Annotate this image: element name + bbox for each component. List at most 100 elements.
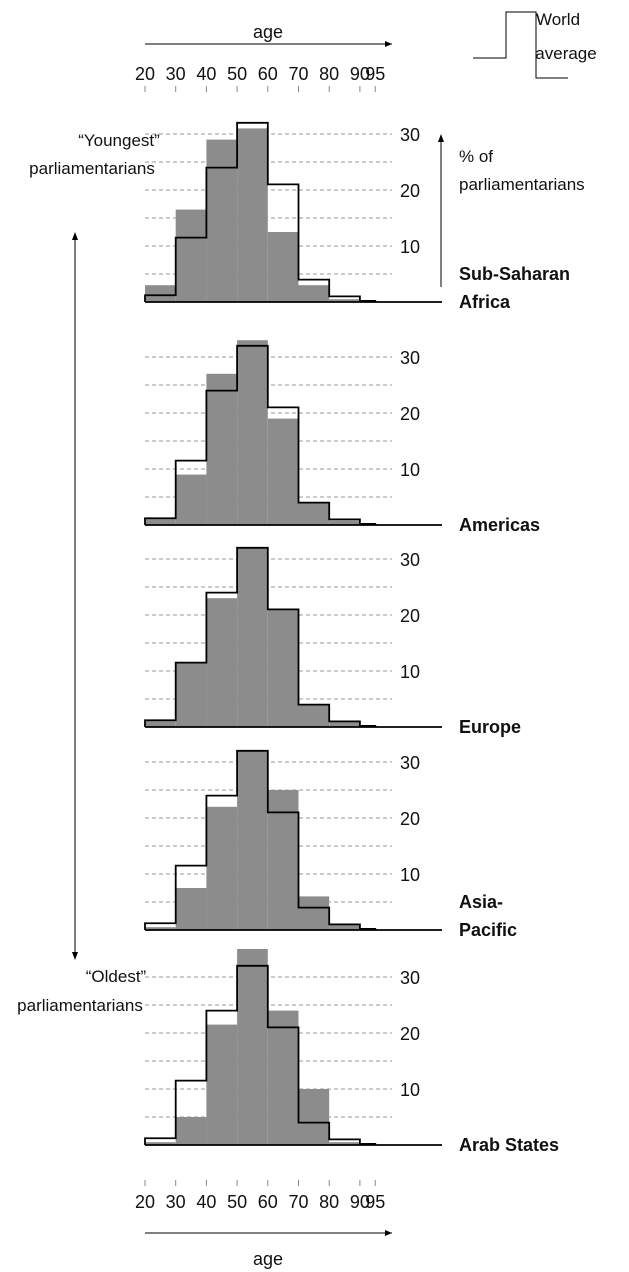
y-tick-label-30: 30 (400, 550, 420, 570)
bar-70-80 (298, 502, 330, 525)
bar-70-80 (298, 1089, 330, 1145)
legend: World average (473, 10, 597, 79)
panel-sub-saharan-africa: 10 20 30 Sub-Saharan Africa (144, 121, 570, 312)
bar-60-70 (267, 1010, 299, 1145)
bar-60-70 (267, 232, 299, 302)
percent-axis-note: % of parliamentarians (438, 134, 585, 287)
region-label: Arab States (459, 1135, 559, 1155)
arrow-head-down (72, 952, 78, 960)
bar-50-60 (237, 128, 268, 302)
top-tick-label-40: 40 (196, 64, 216, 84)
y-tick-label-30: 30 (400, 348, 420, 368)
bar-30-40 (175, 474, 207, 525)
panel-americas: 10 20 30 Americas (144, 340, 540, 535)
y-tick-label-10: 10 (400, 865, 420, 885)
top-tick-label-80: 80 (319, 64, 339, 84)
y-tick-label-10: 10 (400, 460, 420, 480)
bottom-tick-label-50: 50 (227, 1192, 247, 1212)
top-tick-label-30: 30 (166, 64, 186, 84)
top-tick-label-20: 20 (135, 64, 155, 84)
y-tick-label-20: 20 (400, 1024, 420, 1044)
bar-60-70 (267, 790, 299, 930)
top-age-label: age (253, 22, 283, 42)
y-tick-label-10: 10 (400, 662, 420, 682)
bar-30-40 (175, 662, 207, 727)
bar-50-60 (237, 547, 268, 727)
y-tick-label-20: 20 (400, 404, 420, 424)
bar-50-60 (237, 949, 268, 1145)
bar-40-50 (206, 373, 238, 525)
bottom-tick-label-40: 40 (196, 1192, 216, 1212)
bar-60-70 (267, 418, 299, 525)
bottom-tick-label-20: 20 (135, 1192, 155, 1212)
bar-30-40 (175, 209, 207, 302)
bar-80-90 (329, 520, 360, 525)
bottom-tick-label-90: 90 (350, 1192, 370, 1212)
y-tick-label-10: 10 (400, 237, 420, 257)
arrow-head-up (72, 232, 78, 240)
top-tick-label-60: 60 (258, 64, 278, 84)
youngest-oldest-arrow (72, 232, 78, 960)
panel-asia-pacific: 10 20 30 Asia-Pacific (144, 749, 517, 940)
bar-50-60 (237, 340, 268, 525)
bar-20-30 (145, 927, 176, 930)
bottom-tick-label-30: 30 (166, 1192, 186, 1212)
bar-20-30 (145, 1142, 176, 1145)
y-tick-label-30: 30 (400, 125, 420, 145)
bar-30-40 (175, 1117, 207, 1145)
world-average-outline (144, 344, 377, 525)
bar-20-30 (145, 518, 176, 525)
bar-20-30 (145, 720, 176, 727)
region-label: Europe (459, 717, 521, 737)
bar-40-50 (206, 1024, 238, 1145)
bottom-tick-label-80: 80 (319, 1192, 339, 1212)
bar-70-80 (298, 285, 330, 302)
bottom-age-label: age (253, 1249, 283, 1269)
y-tick-label-10: 10 (400, 1080, 420, 1100)
bottom-tick-label-60: 60 (258, 1192, 278, 1212)
bar-50-60 (237, 750, 268, 930)
y-tick-label-20: 20 (400, 181, 420, 201)
world-average-outline (144, 121, 377, 302)
top-tick-label-70: 70 (288, 64, 308, 84)
bottom-tick-label-70: 70 (288, 1192, 308, 1212)
bottom-arrow-head (385, 1230, 392, 1236)
bar-80-90 (329, 1142, 360, 1145)
bar-40-50 (206, 806, 238, 930)
top-tick-label-90: 90 (350, 64, 370, 84)
oldest-label-line1: “Oldest” (86, 967, 147, 986)
oldest-label-line2: parliamentarians (17, 996, 143, 1015)
oldest-annotation: “Oldest” parliamentarians (17, 967, 146, 1015)
bar-40-50 (206, 598, 238, 727)
panel-arab-states: 10 20 30 Arab States (144, 949, 559, 1155)
region-panels: 10 20 30 Sub-Saharan Africa 10 20 30 Americas 10 2… (144, 121, 570, 1155)
top-tick-label-95: 95 (365, 64, 385, 84)
y-tick-label-30: 30 (400, 968, 420, 988)
world-average-outline (144, 964, 377, 1145)
legend-label-line2: average (535, 44, 596, 63)
region-label: Asia-Pacific (459, 892, 517, 940)
world-average-legend-icon (473, 11, 568, 79)
y-tick-label-20: 20 (400, 606, 420, 626)
y-tick-label-30: 30 (400, 753, 420, 773)
percent-arrow-head (438, 134, 444, 142)
bar-70-80 (298, 704, 330, 727)
youngest-annotation: “Youngest” parliamentarians (29, 131, 160, 178)
top-arrow-head (385, 41, 392, 47)
world-average-outline (144, 546, 377, 727)
bar-30-40 (175, 888, 207, 930)
bottom-tick-label-95: 95 (365, 1192, 385, 1212)
world-average-outline (144, 749, 377, 930)
region-label: Sub-Saharan Africa (459, 264, 570, 312)
y-tick-label-20: 20 (400, 809, 420, 829)
region-label: Americas (459, 515, 540, 535)
bar-80-90 (329, 721, 360, 727)
panel-europe: 10 20 30 Europe (144, 546, 521, 737)
bar-20-30 (145, 285, 176, 302)
percent-note-line1: % of (459, 147, 493, 166)
